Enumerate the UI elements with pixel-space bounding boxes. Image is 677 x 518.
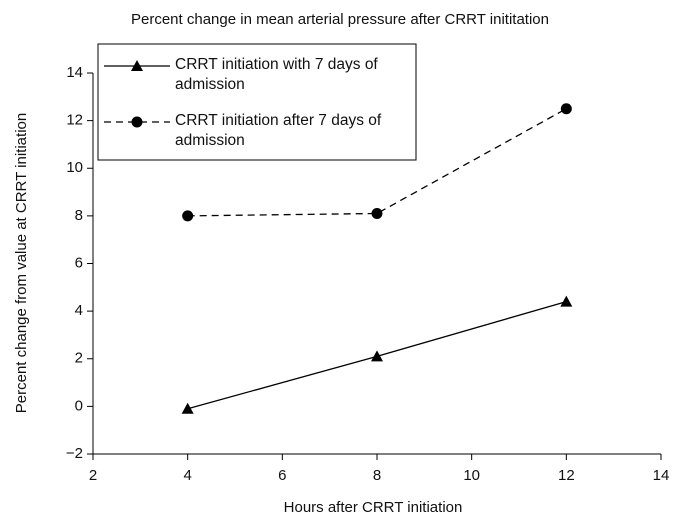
legend-box <box>97 43 417 161</box>
data-point <box>371 207 383 219</box>
y-tick-label: −2 <box>66 445 83 462</box>
x-tick-label: 6 <box>278 467 286 484</box>
y-tick-label: 14 <box>66 64 83 81</box>
legend-marker <box>131 116 143 128</box>
y-tick-label: 12 <box>66 112 83 129</box>
y-tick-label: 2 <box>75 350 83 367</box>
x-tick-label: 8 <box>373 467 381 484</box>
data-point <box>371 350 383 362</box>
legend-label: CRRT initiation with 7 days of admission <box>175 56 378 93</box>
x-tick-label: 4 <box>183 467 191 484</box>
legend-marker <box>131 60 143 71</box>
chart-title: Percent change in mean arterial pressure… <box>131 11 549 28</box>
y-tick-label: 10 <box>66 159 83 176</box>
data-point <box>182 210 194 222</box>
data-point <box>560 103 572 115</box>
y-tick-label: 8 <box>75 207 83 224</box>
x-axis-label: Hours after CRRT initiation <box>284 499 463 516</box>
y-tick-label: 6 <box>75 254 83 271</box>
data-point <box>560 295 573 307</box>
x-tick-label: 10 <box>463 467 480 484</box>
x-tick-label: 14 <box>653 467 670 484</box>
y-tick-label: 0 <box>75 397 83 414</box>
x-tick-label: 2 <box>89 467 97 484</box>
x-tick-label: 12 <box>558 467 575 484</box>
y-axis-label: Percent change from value at CRRT initia… <box>13 113 30 413</box>
series-line <box>187 108 567 217</box>
legend-label: CRRT initiation after 7 days of admissio… <box>175 112 382 149</box>
data-point <box>181 402 194 414</box>
y-tick-label: 4 <box>75 302 83 319</box>
